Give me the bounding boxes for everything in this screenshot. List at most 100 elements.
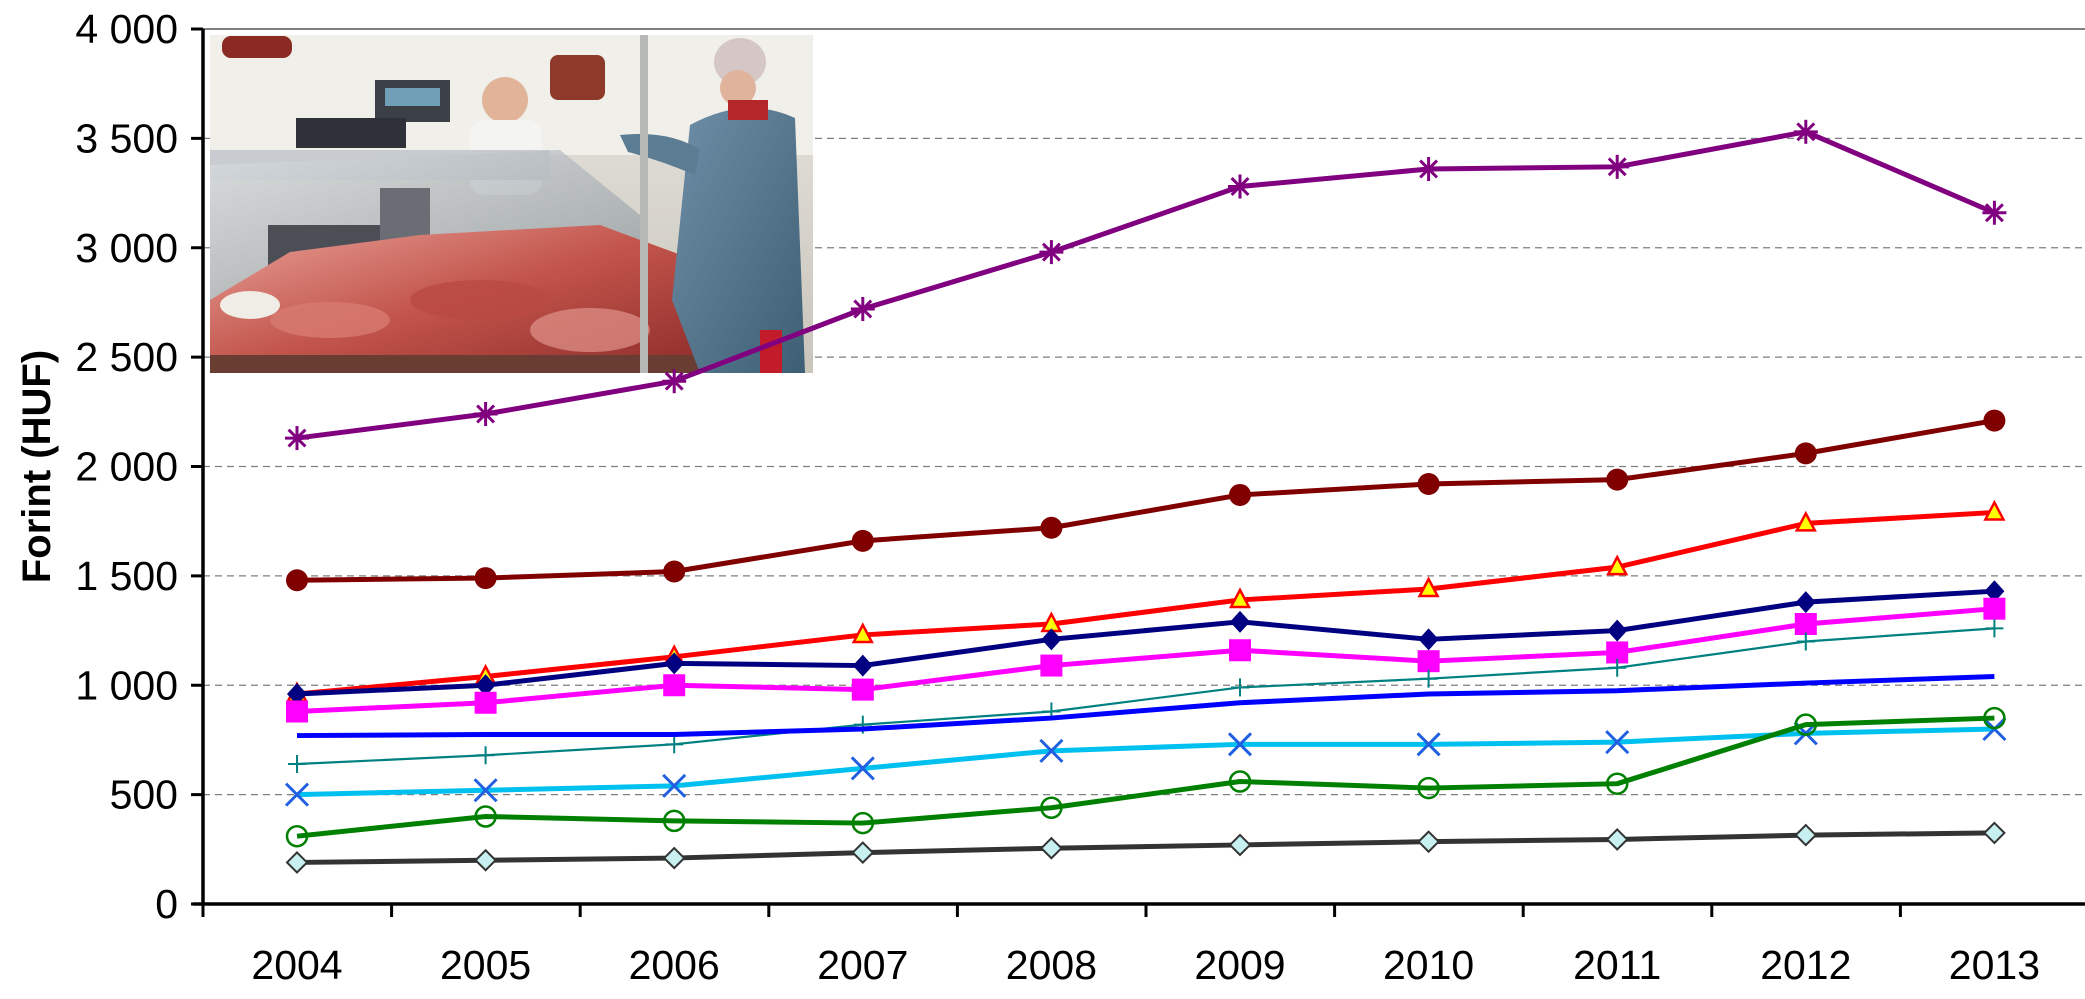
data-point — [474, 567, 497, 590]
data-point — [852, 654, 873, 677]
x-tick-label: 2011 — [1573, 942, 1661, 988]
x-tick-label: 2004 — [251, 942, 342, 988]
y-tick-label: 3 000 — [75, 225, 178, 271]
series-line — [296, 509, 1995, 697]
data-point — [284, 782, 310, 807]
data-point — [851, 622, 874, 644]
data-point — [1040, 516, 1063, 539]
data-point — [851, 811, 875, 835]
data-point — [1606, 468, 1629, 491]
series-line — [296, 606, 1995, 714]
series-line — [296, 715, 1995, 839]
y-tick-label: 3 500 — [75, 115, 178, 161]
data-point — [1794, 442, 1817, 465]
x-tick-label: 2009 — [1194, 942, 1285, 988]
series-10 — [285, 821, 2006, 874]
data-point — [1039, 836, 1063, 860]
series-2 — [286, 409, 2006, 592]
data-point — [1039, 738, 1064, 763]
y-tick-label: 1 000 — [75, 662, 178, 708]
x-tick-label: 2006 — [629, 942, 720, 988]
axes — [191, 27, 2085, 917]
data-point — [1794, 713, 1818, 736]
axis-labels: 0 500 1 000 1 500 2 000 2 500 3 000 3 500 4 000 2… — [15, 6, 2040, 988]
series-6 — [288, 619, 2004, 773]
series-3 — [285, 499, 2006, 703]
data-point — [1229, 483, 1251, 506]
series-line — [296, 674, 1995, 739]
data-point — [1229, 639, 1251, 662]
data-point — [1794, 823, 1818, 847]
data-point — [1230, 610, 1250, 633]
data-point — [473, 778, 498, 803]
series-line — [296, 627, 1995, 766]
series-4 — [287, 580, 2005, 705]
data-point — [1417, 473, 1440, 495]
data-point — [1417, 576, 1440, 598]
data-point — [1605, 828, 1629, 851]
data-point — [1040, 654, 1063, 677]
data-point — [1227, 732, 1253, 757]
data-point — [1040, 796, 1063, 819]
series-7 — [296, 674, 1995, 739]
y-tick-label: 1 500 — [75, 553, 178, 599]
meat-counter-photo — [210, 35, 813, 374]
series-line — [296, 418, 1995, 583]
data-point — [1041, 628, 1062, 651]
data-point — [1607, 619, 1628, 642]
data-point — [1795, 591, 1816, 614]
data-point — [1605, 730, 1630, 755]
y-tick-label: 0 — [155, 881, 178, 927]
data-point — [1983, 499, 2006, 521]
data-point — [851, 678, 874, 701]
y-tick-label: 4 000 — [75, 6, 178, 52]
data-point — [1417, 830, 1441, 854]
data-point — [664, 652, 685, 675]
data-point — [474, 691, 497, 714]
data-point — [1606, 554, 1629, 576]
y-tick-label: 2 500 — [75, 334, 178, 380]
data-point — [851, 529, 874, 552]
data-point — [662, 773, 687, 798]
y-tick-label: 500 — [110, 772, 178, 818]
data-point — [1417, 650, 1440, 673]
data-point — [286, 569, 308, 592]
data-point — [1794, 510, 1817, 532]
data-point — [1983, 706, 2006, 730]
data-point — [475, 674, 496, 697]
data-point — [285, 824, 309, 848]
data-point — [1418, 628, 1439, 651]
series-line — [296, 830, 1995, 865]
data-point — [662, 809, 686, 833]
series-line — [296, 588, 1995, 697]
data-point — [285, 851, 309, 874]
data-point — [1984, 580, 2005, 603]
data-point — [1983, 409, 2006, 432]
x-tick-label: 2008 — [1006, 942, 1097, 988]
data-point — [662, 846, 686, 870]
series-1 — [285, 119, 2007, 451]
data-point — [663, 674, 686, 697]
x-tick-label: 2005 — [440, 942, 531, 988]
data-point — [1606, 641, 1629, 664]
data-point — [1605, 772, 1629, 795]
y-tick-label: 2 000 — [75, 444, 178, 490]
series-5 — [286, 597, 2006, 723]
data-point — [1228, 770, 1252, 793]
data-point — [1228, 587, 1252, 609]
data-point — [1228, 833, 1252, 857]
data-point — [851, 841, 875, 865]
series-line — [296, 129, 1996, 441]
data-point — [1982, 821, 2006, 845]
series-line — [296, 726, 1995, 798]
data-point — [474, 848, 498, 872]
y-axis-title: Forint (HUF) — [15, 350, 59, 583]
series-9 — [285, 706, 2006, 848]
series-8 — [284, 716, 2007, 807]
x-tick-label: 2013 — [1949, 942, 2040, 988]
data-point — [1417, 776, 1440, 800]
data-point — [1416, 732, 1441, 757]
x-tick-label: 2007 — [817, 942, 908, 988]
data-point — [1794, 613, 1817, 635]
